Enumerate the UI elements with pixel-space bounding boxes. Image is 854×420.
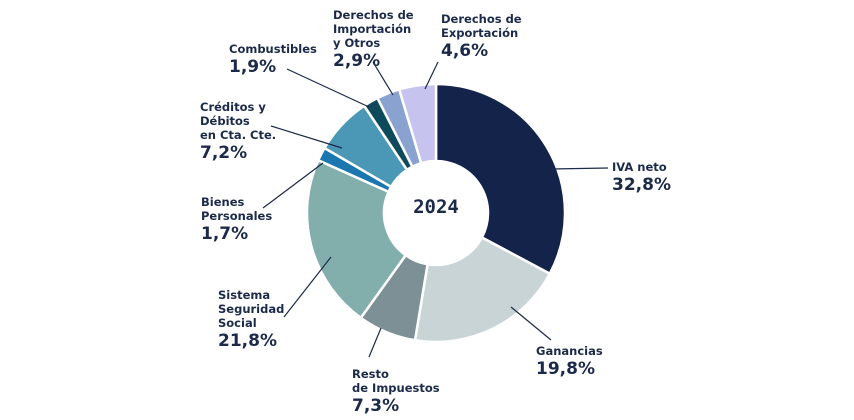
leader-sss [283, 256, 332, 318]
label-iva-neto-pct: 32,8% [612, 175, 671, 195]
label-creditos-debitos: Créditos y Débitos en Cta. Cte. 7,2% [200, 100, 276, 164]
label-ganancias-pct: 19,8% [536, 359, 595, 379]
label-resto-pct: 7,3% [352, 396, 400, 416]
donut-hole [384, 161, 488, 265]
label-importacion-line1: Derechos de [333, 8, 414, 22]
label-exportacion-line2: Exportación [441, 26, 519, 40]
label-combustibles-name: Combustibles [229, 42, 317, 56]
leader-importacion [372, 61, 394, 96]
leader-ganancias [510, 306, 552, 341]
label-importacion-pct: 2,9% [333, 51, 381, 71]
label-resto-line2: de Impuestos [352, 381, 440, 395]
label-ganancias-name: Ganancias [536, 344, 603, 358]
leader-lines [262, 61, 609, 358]
label-bienes-line2: Personales [201, 209, 273, 223]
label-importacion-line2: Importación [333, 22, 412, 36]
label-creditos-line3: en Cta. Cte. [200, 128, 277, 142]
leader-bienes [262, 162, 324, 209]
label-bienes-personales: Bienes Personales 1,7% [201, 195, 272, 245]
label-resto-impuestos: Resto de Impuestos 7,3% [352, 367, 440, 417]
center-year-label: 2024 [413, 196, 459, 218]
label-ganancias: Ganancias 19,8% [536, 344, 603, 380]
leader-combustibles [286, 68, 370, 108]
label-sss-line2: Seguridad [218, 302, 285, 316]
label-sss-line1: Sistema [218, 288, 271, 302]
leader-exportacion [424, 61, 439, 90]
label-bienes-line1: Bienes [201, 195, 245, 209]
leader-iva [550, 167, 609, 170]
label-exportacion-pct: 4,6% [441, 41, 489, 61]
label-iva-neto: IVA neto 32,8% [612, 160, 671, 196]
label-importacion-line3: y Otros [333, 36, 381, 50]
leader-creditos [270, 125, 343, 149]
label-combustibles-pct: 1,9% [229, 57, 277, 77]
label-bienes-pct: 1,7% [201, 224, 249, 244]
label-resto-line1: Resto [352, 367, 389, 381]
label-sss-line3: Social [218, 316, 257, 330]
label-derechos-exportacion: Derechos de Exportación 4,6% [441, 12, 522, 62]
donut-slices [305, 82, 567, 344]
label-iva-neto-name: IVA neto [612, 160, 667, 174]
label-seguridad-social: Sistema Seguridad Social 21,8% [218, 288, 284, 352]
label-exportacion-line1: Derechos de [441, 12, 522, 26]
label-derechos-importacion: Derechos de Importación y Otros 2,9% [333, 8, 414, 72]
leader-resto [368, 327, 382, 358]
label-creditos-line1: Créditos y [200, 100, 266, 114]
label-creditos-line2: Débitos [200, 114, 250, 128]
label-sss-pct: 21,8% [218, 331, 277, 351]
label-creditos-pct: 7,2% [200, 143, 248, 163]
label-combustibles: Combustibles 1,9% [229, 42, 317, 78]
